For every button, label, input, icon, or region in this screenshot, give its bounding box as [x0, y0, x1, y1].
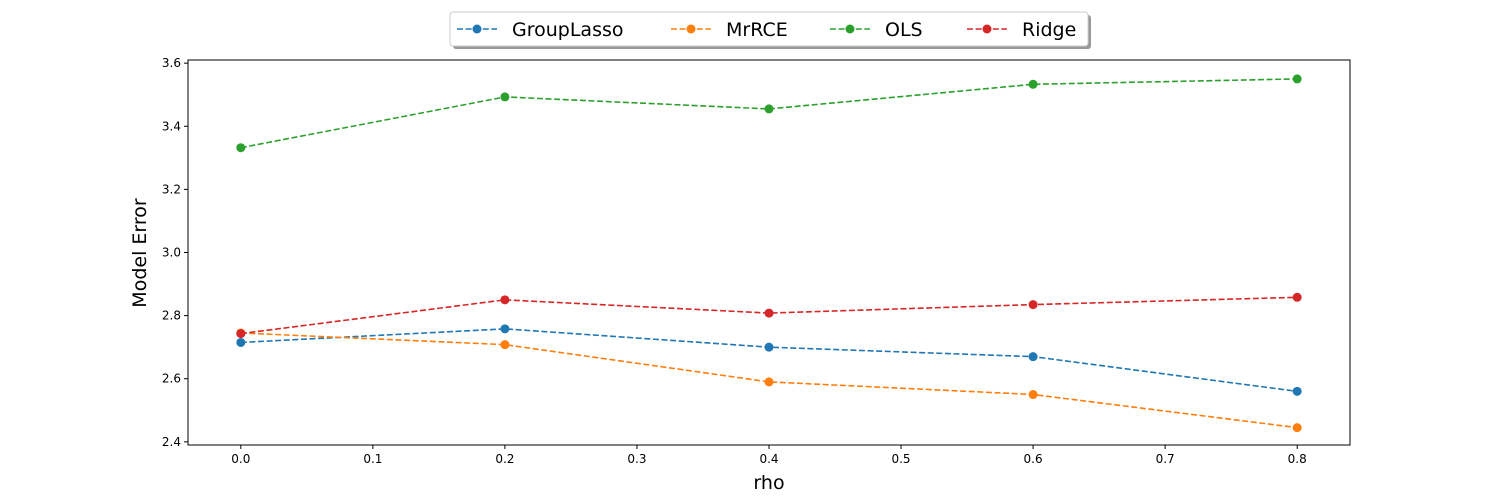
x-tick-label: 0.8 [1288, 452, 1307, 466]
y-tick-label: 3.2 [162, 182, 181, 196]
plot-area [188, 60, 1350, 445]
legend-label-ridge: Ridge [1022, 19, 1076, 41]
x-tick-label: 0.3 [627, 452, 646, 466]
y-tick-label: 2.8 [162, 309, 181, 323]
y-tick-label: 3.4 [162, 119, 181, 133]
x-tick-label: 0.6 [1024, 452, 1043, 466]
x-tick-label: 0.7 [1156, 452, 1175, 466]
data-point-ridge [764, 308, 774, 318]
data-point-grouplasso [1292, 386, 1302, 396]
legend-marker-ols [845, 24, 855, 34]
legend-label-ols: OLS [885, 19, 923, 41]
x-axis-label: rho [753, 472, 784, 494]
legend-marker-ridge [982, 24, 992, 34]
series-line-ridge [240, 296, 1298, 335]
x-tick-label: 0.1 [363, 452, 382, 466]
x-tick-label: 0.4 [759, 452, 778, 466]
data-point-ridge [500, 295, 510, 305]
plot-frame [187, 59, 1351, 446]
ticks-layer: 0.0 0.1 0.2 0.3 0.4 0.5 0.6 0.7 0.8 2.4 2.6 2.8 3.0 3… [162, 56, 1307, 466]
y-axis-label: Model Error [129, 198, 151, 308]
data-point-grouplasso [1028, 352, 1038, 362]
data-point-grouplasso [764, 342, 774, 352]
data-point-mrrce [764, 377, 774, 387]
data-point-ols [1028, 79, 1038, 89]
y-tick-label: 2.6 [162, 372, 181, 386]
series-grouplasso [236, 324, 1302, 396]
data-point-ols [236, 143, 246, 153]
data-point-mrrce [500, 340, 510, 350]
data-point-mrrce [1028, 390, 1038, 400]
data-point-ridge [1292, 292, 1302, 302]
x-tick-label: 0.0 [231, 452, 250, 466]
x-tick-label: 0.2 [495, 452, 514, 466]
series-ridge [236, 292, 1302, 339]
data-point-ridge [1028, 300, 1038, 310]
y-tick-label: 2.4 [162, 435, 181, 449]
legend-label-mrrce: MrRCE [726, 19, 788, 41]
data-point-ols [500, 92, 510, 102]
legend-marker-grouplasso [472, 24, 482, 34]
series-line-mrrce [240, 332, 1298, 429]
data-point-mrrce [1292, 423, 1302, 433]
x-tick-label: 0.5 [891, 452, 910, 466]
data-point-ridge [236, 329, 246, 339]
legend-label-grouplasso: GroupLasso [512, 19, 624, 41]
y-tick-label: 3.6 [162, 56, 181, 70]
series-layer [236, 74, 1302, 433]
y-tick-label: 3.0 [162, 246, 181, 260]
data-point-grouplasso [500, 324, 510, 334]
series-ols [236, 74, 1302, 153]
legend: GroupLasso MrRCE OLS Ridge [449, 11, 1091, 49]
data-point-ols [764, 104, 774, 114]
legend-marker-mrrce [686, 24, 696, 34]
data-point-grouplasso [236, 337, 246, 347]
legend-box [449, 11, 1089, 47]
data-point-ols [1292, 74, 1302, 84]
